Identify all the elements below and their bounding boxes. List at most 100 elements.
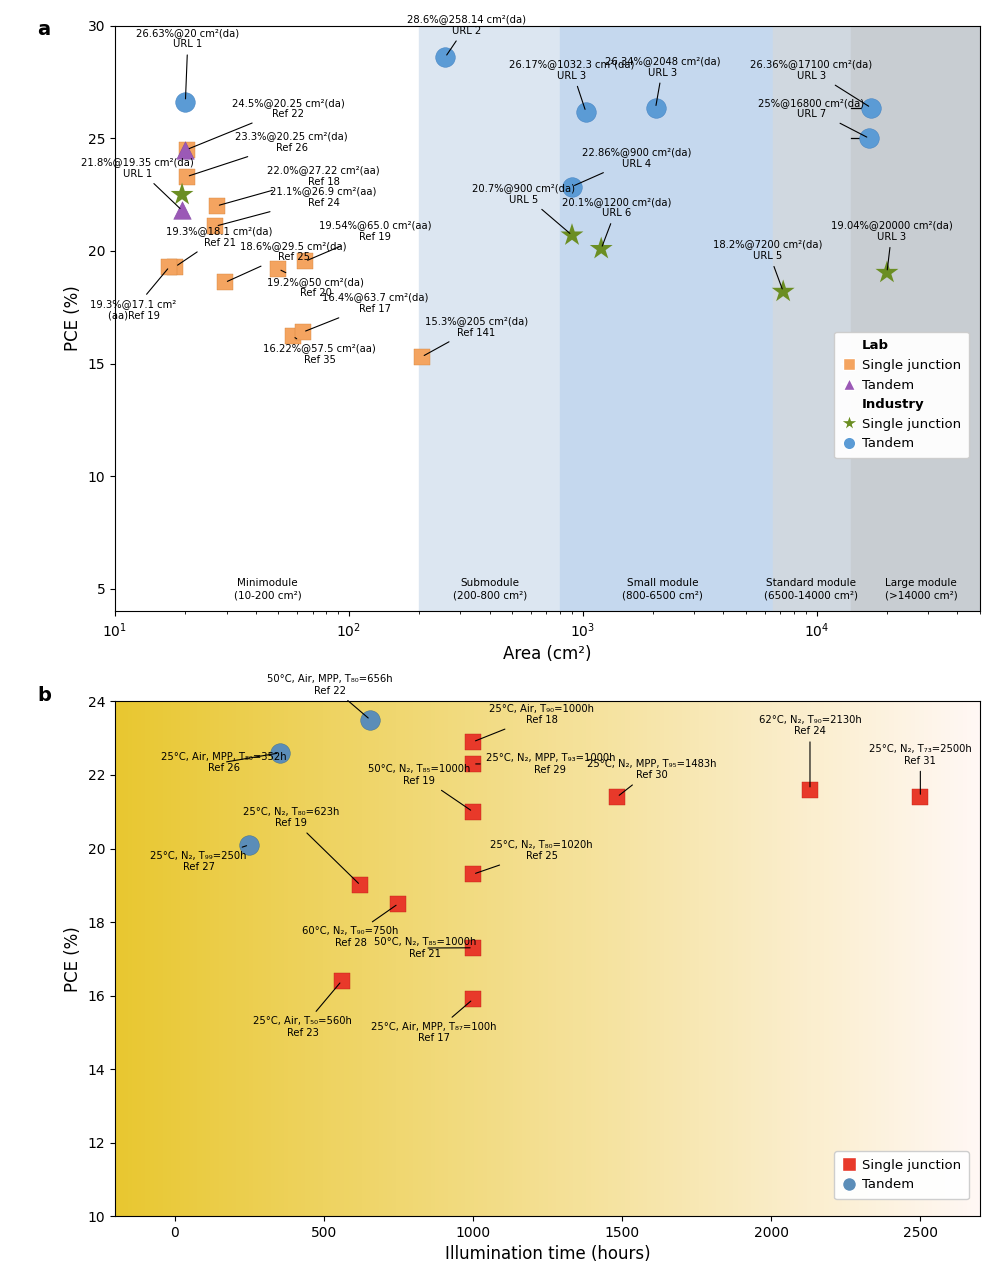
- Text: 25°C, N₂, T₇₃=2500h
Ref 31: 25°C, N₂, T₇₃=2500h Ref 31: [869, 744, 972, 794]
- Text: 25°C, N₂, MPP, T₉₅=1483h
Ref 30: 25°C, N₂, MPP, T₉₅=1483h Ref 30: [587, 759, 717, 795]
- Point: [209, 196, 225, 216]
- Bar: [115, 701, 119, 1216]
- Point: [297, 251, 313, 272]
- Text: 20.1%@1200 cm²(da)
URL 6: 20.1%@1200 cm²(da) URL 6: [562, 197, 672, 246]
- Bar: [253, 701, 258, 1216]
- Text: 60°C, N₂, T₉₀=750h
Ref 28: 60°C, N₂, T₉₀=750h Ref 28: [302, 905, 399, 947]
- Bar: [552, 701, 556, 1216]
- Bar: [310, 701, 314, 1216]
- Point: [648, 98, 664, 118]
- Bar: [452, 701, 457, 1216]
- X-axis label: Area (cm²): Area (cm²): [503, 645, 592, 663]
- Bar: [530, 701, 535, 1216]
- Point: [270, 259, 286, 279]
- Bar: [928, 701, 932, 1216]
- Bar: [742, 701, 746, 1216]
- Point: [465, 864, 481, 884]
- Point: [241, 834, 257, 855]
- Text: 26.63%@20 cm²(da)
URL 1: 26.63%@20 cm²(da) URL 1: [136, 28, 239, 99]
- Bar: [720, 701, 725, 1216]
- Bar: [344, 701, 349, 1216]
- Text: 62°C, N₂, T₉₀=2130h
Ref 24: 62°C, N₂, T₉₀=2130h Ref 24: [759, 714, 861, 786]
- Bar: [171, 701, 176, 1216]
- Bar: [383, 701, 387, 1216]
- Bar: [184, 701, 189, 1216]
- Point: [167, 256, 183, 277]
- Text: 19.3%@18.1 cm²(da)
Ref 21: 19.3%@18.1 cm²(da) Ref 21: [166, 227, 273, 265]
- Bar: [314, 701, 318, 1216]
- Bar: [937, 701, 941, 1216]
- Text: 22.86%@900 cm²(da)
URL 4: 22.86%@900 cm²(da) URL 4: [575, 147, 691, 185]
- Bar: [522, 701, 526, 1216]
- Bar: [677, 701, 682, 1216]
- Point: [285, 326, 301, 346]
- Point: [174, 184, 190, 205]
- Point: [362, 709, 378, 730]
- Bar: [954, 701, 958, 1216]
- Bar: [798, 701, 803, 1216]
- Point: [217, 273, 233, 293]
- Bar: [885, 701, 889, 1216]
- Bar: [941, 701, 945, 1216]
- Point: [912, 786, 928, 807]
- Bar: [167, 701, 171, 1216]
- Bar: [794, 701, 798, 1216]
- Bar: [470, 701, 474, 1216]
- Y-axis label: PCE (%): PCE (%): [64, 925, 82, 992]
- Bar: [751, 701, 755, 1216]
- Bar: [560, 26, 773, 611]
- Point: [177, 91, 193, 112]
- Bar: [872, 701, 876, 1216]
- Text: Small module
(800-6500 cm²): Small module (800-6500 cm²): [622, 578, 703, 600]
- Bar: [898, 701, 902, 1216]
- Text: 25%@16800 cm²(da)
URL 7: 25%@16800 cm²(da) URL 7: [758, 98, 867, 138]
- Bar: [919, 701, 924, 1216]
- Bar: [950, 701, 954, 1216]
- Text: b: b: [37, 686, 51, 705]
- Bar: [643, 701, 647, 1216]
- Bar: [500, 701, 504, 1216]
- Bar: [630, 701, 634, 1216]
- Bar: [349, 701, 353, 1216]
- Bar: [496, 701, 500, 1216]
- Text: a: a: [37, 19, 50, 39]
- Bar: [193, 701, 197, 1216]
- Bar: [604, 701, 608, 1216]
- Text: 25°C, Air, MPP, T₈₀=352h
Ref 26: 25°C, Air, MPP, T₈₀=352h Ref 26: [161, 752, 287, 773]
- Bar: [651, 701, 656, 1216]
- Bar: [387, 701, 392, 1216]
- Bar: [660, 701, 664, 1216]
- Bar: [842, 701, 846, 1216]
- Bar: [824, 701, 829, 1216]
- Bar: [431, 701, 435, 1216]
- Bar: [279, 701, 284, 1216]
- Bar: [284, 701, 288, 1216]
- Point: [295, 322, 311, 342]
- Bar: [158, 701, 163, 1216]
- Bar: [288, 701, 292, 1216]
- Bar: [258, 701, 262, 1216]
- Bar: [491, 701, 496, 1216]
- Point: [414, 346, 430, 367]
- Bar: [656, 701, 660, 1216]
- Legend: Lab, Single junction, Tandem, Industry, Single junction, Tandem: Lab, Single junction, Tandem, Industry, …: [834, 332, 969, 458]
- Bar: [461, 701, 465, 1216]
- Bar: [227, 701, 232, 1216]
- Bar: [405, 701, 409, 1216]
- Text: 26.34%@2048 cm²(da)
URL 3: 26.34%@2048 cm²(da) URL 3: [605, 55, 721, 106]
- Bar: [963, 701, 967, 1216]
- Text: 26.36%@17100 cm²(da)
URL 3: 26.36%@17100 cm²(da) URL 3: [750, 59, 872, 107]
- Bar: [370, 701, 374, 1216]
- Bar: [374, 701, 379, 1216]
- Bar: [513, 701, 517, 1216]
- Bar: [699, 701, 703, 1216]
- Bar: [548, 701, 552, 1216]
- Bar: [911, 701, 915, 1216]
- Bar: [379, 701, 383, 1216]
- Bar: [509, 701, 513, 1216]
- Bar: [565, 701, 569, 1216]
- Bar: [236, 701, 240, 1216]
- Point: [861, 127, 877, 148]
- Bar: [465, 701, 470, 1216]
- Point: [564, 176, 580, 197]
